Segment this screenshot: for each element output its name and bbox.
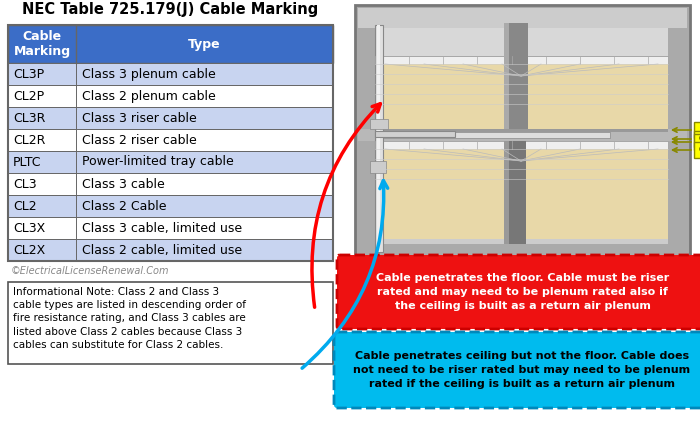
FancyBboxPatch shape [8, 107, 333, 129]
FancyBboxPatch shape [370, 119, 388, 129]
FancyBboxPatch shape [375, 149, 668, 239]
Text: Ceiling: Ceiling [699, 145, 700, 155]
FancyBboxPatch shape [8, 239, 333, 261]
FancyBboxPatch shape [375, 64, 668, 129]
Text: CL3X: CL3X [13, 222, 46, 235]
Text: Class 3 cable: Class 3 cable [82, 178, 164, 190]
FancyBboxPatch shape [8, 282, 333, 364]
Text: Type: Type [188, 38, 220, 51]
Text: Class 3 plenum cable: Class 3 plenum cable [82, 68, 216, 80]
FancyBboxPatch shape [8, 63, 333, 85]
FancyBboxPatch shape [8, 25, 333, 63]
Text: CL2X: CL2X [13, 244, 46, 256]
FancyBboxPatch shape [358, 129, 687, 141]
FancyBboxPatch shape [370, 161, 386, 173]
FancyBboxPatch shape [504, 23, 528, 129]
Text: Class 2 riser cable: Class 2 riser cable [82, 134, 197, 146]
Text: Cable penetrates ceiling but not the floor. Cable does
not need to be riser rate: Cable penetrates ceiling but not the flo… [354, 351, 691, 389]
FancyBboxPatch shape [375, 131, 455, 137]
FancyBboxPatch shape [694, 142, 700, 158]
FancyBboxPatch shape [8, 195, 333, 217]
FancyBboxPatch shape [694, 134, 700, 150]
Text: CL3R: CL3R [13, 112, 46, 125]
Text: Class 2 plenum cable: Class 2 plenum cable [82, 89, 216, 102]
FancyBboxPatch shape [337, 255, 700, 329]
Text: Cable penetrates the floor. Cable must be riser
rated and may need to be plenum : Cable penetrates the floor. Cable must b… [376, 273, 669, 311]
Text: Power-limited tray cable: Power-limited tray cable [82, 155, 234, 169]
FancyBboxPatch shape [504, 23, 509, 129]
FancyBboxPatch shape [334, 332, 700, 408]
FancyBboxPatch shape [358, 8, 687, 28]
FancyBboxPatch shape [8, 173, 333, 195]
Text: Class 2 Cable: Class 2 Cable [82, 199, 167, 212]
FancyBboxPatch shape [375, 129, 668, 132]
Text: CL2P: CL2P [13, 89, 44, 102]
FancyBboxPatch shape [375, 28, 668, 56]
FancyBboxPatch shape [694, 131, 700, 147]
Text: CL3P: CL3P [13, 68, 44, 80]
Text: CL3: CL3 [13, 178, 36, 190]
FancyBboxPatch shape [694, 122, 700, 138]
Text: ©ElectricalLicenseRenewal.Com: ©ElectricalLicenseRenewal.Com [11, 266, 169, 276]
Text: Informational Note: Class 2 and Class 3
cable types are listed in descending ord: Informational Note: Class 2 and Class 3 … [13, 287, 246, 350]
Text: CL2R: CL2R [13, 134, 46, 146]
FancyBboxPatch shape [504, 141, 509, 244]
Text: NEC Table 725.179(J) Cable Marking: NEC Table 725.179(J) Cable Marking [22, 2, 318, 17]
FancyBboxPatch shape [504, 141, 526, 244]
Text: Class 2 cable, limited use: Class 2 cable, limited use [82, 244, 242, 256]
FancyBboxPatch shape [375, 56, 668, 64]
Text: Cable
Marking: Cable Marking [13, 30, 71, 58]
FancyBboxPatch shape [8, 129, 333, 151]
FancyBboxPatch shape [377, 25, 380, 252]
Text: PLTC: PLTC [13, 155, 41, 169]
FancyBboxPatch shape [355, 5, 690, 260]
FancyBboxPatch shape [375, 25, 383, 252]
Text: Class 3 riser cable: Class 3 riser cable [82, 112, 197, 125]
FancyBboxPatch shape [8, 217, 333, 239]
Text: Class 3 cable, limited use: Class 3 cable, limited use [82, 222, 242, 235]
FancyBboxPatch shape [8, 151, 333, 173]
FancyBboxPatch shape [375, 141, 668, 149]
FancyBboxPatch shape [375, 239, 668, 244]
Text: CL2: CL2 [13, 199, 36, 212]
FancyBboxPatch shape [375, 132, 610, 138]
FancyBboxPatch shape [8, 85, 333, 107]
Text: Ceiling: Ceiling [699, 134, 700, 144]
